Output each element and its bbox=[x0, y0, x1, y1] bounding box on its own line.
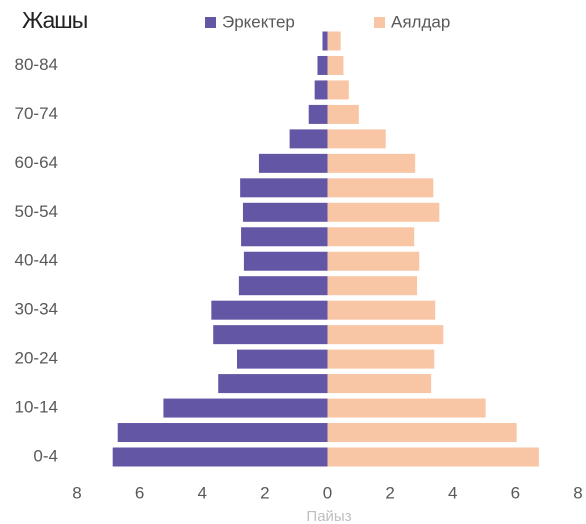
x-tick-label: 6 bbox=[511, 483, 520, 502]
bar bbox=[218, 374, 328, 394]
bar bbox=[237, 349, 328, 369]
x-tick-label: 8 bbox=[573, 483, 582, 502]
bar bbox=[289, 129, 328, 149]
y-tick-label: 40-44 bbox=[15, 251, 58, 270]
legend-swatch bbox=[205, 17, 216, 28]
legend-swatch bbox=[374, 17, 385, 28]
x-tick-label: 4 bbox=[198, 483, 207, 502]
bar bbox=[213, 325, 328, 345]
x-tick-label: 2 bbox=[260, 483, 269, 502]
bar bbox=[117, 423, 328, 443]
bar bbox=[314, 80, 328, 100]
bar bbox=[327, 178, 434, 198]
bar bbox=[240, 178, 328, 198]
bar bbox=[327, 55, 344, 75]
bar bbox=[327, 300, 436, 320]
y-tick-label: 70-74 bbox=[15, 104, 58, 123]
bar bbox=[258, 153, 328, 173]
bar bbox=[327, 423, 517, 443]
bar bbox=[238, 276, 328, 296]
bar bbox=[327, 251, 420, 271]
bar bbox=[327, 227, 415, 247]
bar bbox=[243, 251, 328, 271]
bar bbox=[211, 300, 328, 320]
x-tick-label: 8 bbox=[72, 483, 81, 502]
y-tick-label: 20-24 bbox=[15, 349, 58, 368]
bar bbox=[308, 104, 328, 124]
y-tick-label: 60-64 bbox=[15, 153, 58, 172]
bar bbox=[327, 447, 539, 467]
bar bbox=[327, 349, 435, 369]
bar bbox=[241, 227, 328, 247]
bar bbox=[327, 153, 416, 173]
bar bbox=[327, 80, 349, 100]
x-tick-label: 6 bbox=[135, 483, 144, 502]
bar bbox=[317, 55, 328, 75]
bar bbox=[327, 104, 359, 124]
legend-label: Аялдар bbox=[391, 12, 450, 31]
x-tick-label: 2 bbox=[385, 483, 394, 502]
y-tick-label: 30-34 bbox=[15, 300, 58, 319]
y-tick-label: 80-84 bbox=[15, 55, 58, 74]
bar bbox=[112, 447, 328, 467]
y-tick-label: 10-14 bbox=[15, 398, 58, 417]
bar bbox=[327, 374, 432, 394]
bar bbox=[322, 31, 328, 51]
chart-title: Жашы bbox=[22, 7, 87, 33]
y-tick-label: 50-54 bbox=[15, 202, 58, 221]
y-tick-label: 0-4 bbox=[33, 446, 58, 465]
x-tick-label: 4 bbox=[448, 483, 457, 502]
bar bbox=[327, 276, 418, 296]
bar bbox=[327, 398, 486, 418]
bar bbox=[327, 129, 386, 149]
x-tick-label: 0 bbox=[323, 483, 332, 502]
x-axis-label: Пайыз bbox=[306, 508, 351, 524]
bar bbox=[327, 202, 440, 222]
bar bbox=[327, 325, 444, 345]
bar bbox=[327, 31, 341, 51]
bar bbox=[163, 398, 328, 418]
bar bbox=[242, 202, 328, 222]
legend-label: Эркектер bbox=[222, 12, 295, 31]
